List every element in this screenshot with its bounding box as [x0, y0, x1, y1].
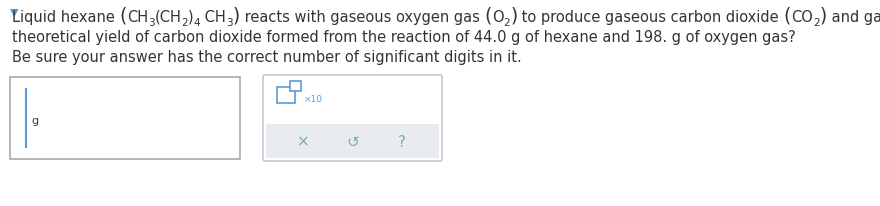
Text: ×10: ×10 — [304, 94, 323, 103]
Bar — [10, 78, 240, 159]
Text: (CH: (CH — [155, 10, 181, 25]
Text: 2: 2 — [503, 18, 510, 28]
Text: (: ( — [783, 7, 791, 26]
Text: ▼: ▼ — [10, 8, 18, 18]
Text: CO: CO — [791, 10, 813, 25]
Text: Liquid hexane: Liquid hexane — [12, 10, 120, 25]
Text: Be sure your answer has the correct number of significant digits in it.: Be sure your answer has the correct numb… — [12, 50, 522, 65]
Text: (: ( — [485, 7, 492, 26]
Text: ): ) — [188, 10, 194, 25]
Text: g: g — [31, 115, 38, 125]
Text: 2: 2 — [181, 18, 188, 28]
Text: 2: 2 — [813, 18, 819, 28]
Text: 3: 3 — [148, 18, 155, 28]
Text: reacts with gaseous oxygen gas: reacts with gaseous oxygen gas — [240, 10, 485, 25]
Text: ): ) — [819, 7, 826, 26]
Text: 3: 3 — [226, 18, 232, 28]
Bar — [277, 88, 295, 103]
Text: 4: 4 — [194, 18, 201, 28]
Text: to produce gaseous carbon dioxide: to produce gaseous carbon dioxide — [517, 10, 783, 25]
Text: ↺: ↺ — [346, 134, 359, 149]
Text: (: ( — [120, 7, 127, 26]
Text: CH: CH — [201, 10, 226, 25]
Text: theoretical yield of carbon dioxide formed from the reaction of 44.0 g of hexane: theoretical yield of carbon dioxide form… — [12, 30, 796, 45]
Text: ): ) — [510, 7, 517, 26]
Text: ): ) — [232, 7, 240, 26]
Text: and gaseous water: and gaseous water — [826, 10, 880, 25]
Text: ?: ? — [398, 134, 406, 149]
Bar — [290, 82, 301, 91]
Bar — [265, 78, 440, 124]
Text: O: O — [492, 10, 503, 25]
Text: ×: × — [297, 134, 310, 149]
Bar — [266, 124, 439, 158]
Text: CH: CH — [127, 10, 148, 25]
